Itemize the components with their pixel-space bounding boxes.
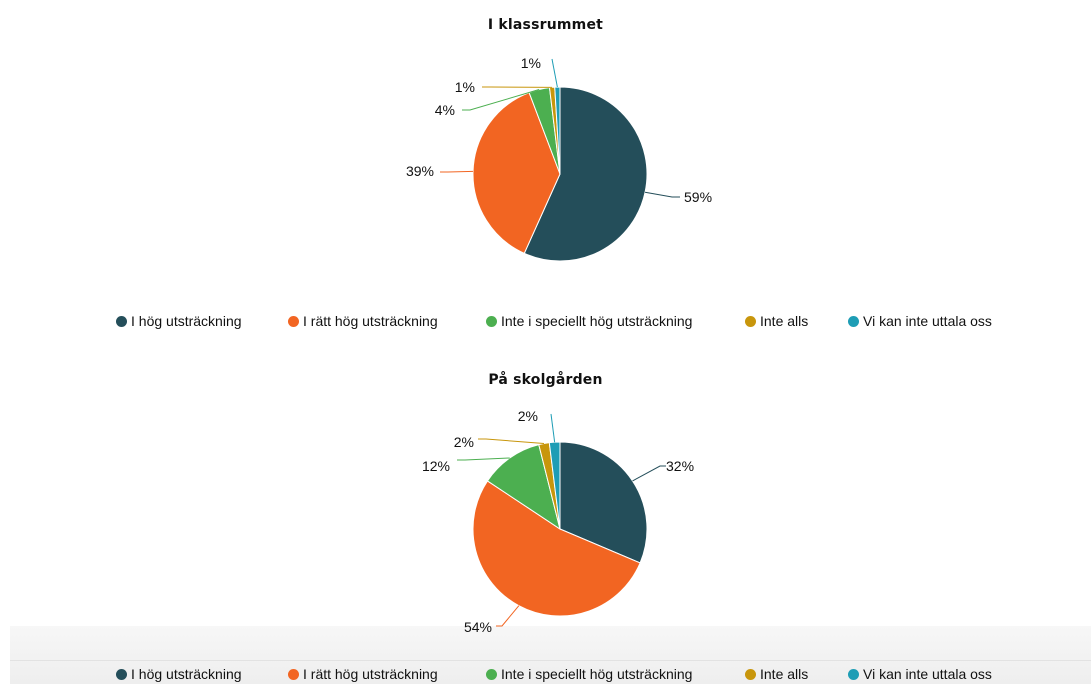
data-label: 4%	[435, 102, 455, 118]
data-label: 1%	[455, 79, 475, 95]
legend: I hög utsträckning I rätt hög utsträcknin…	[0, 666, 1091, 690]
leader-line	[551, 414, 555, 442]
chart-skolgarden: På skolgården 32%54%12%2%2% I hög utsträ…	[0, 355, 1091, 684]
legend-label: I hög utsträckning	[131, 666, 242, 682]
data-label: 1%	[521, 55, 541, 71]
legend-item[interactable]: I rätt hög utsträckning	[288, 666, 438, 682]
legend-label: Inte alls	[760, 666, 808, 682]
leader-line	[552, 59, 557, 87]
legend-marker	[116, 316, 127, 327]
leader-line	[496, 606, 519, 626]
data-label: 32%	[666, 458, 694, 474]
legend-item[interactable]: I hög utsträckning	[116, 666, 242, 682]
legend-marker	[486, 316, 497, 327]
legend-item[interactable]: Inte i speciellt hög utsträckning	[486, 313, 692, 329]
legend-label: Inte i speciellt hög utsträckning	[501, 313, 692, 329]
legend-label: Inte i speciellt hög utsträckning	[501, 666, 692, 682]
chart-klassrummet: I klassrummet 59%39%4%1%1% I hög utsträc…	[0, 0, 1091, 345]
leader-line	[440, 171, 473, 172]
legend-label: I rätt hög utsträckning	[303, 313, 438, 329]
legend-label: I hög utsträckning	[131, 313, 242, 329]
legend-marker	[486, 669, 497, 680]
legend-label: I rätt hög utsträckning	[303, 666, 438, 682]
legend-marker	[288, 316, 299, 327]
data-label: 54%	[464, 619, 492, 635]
legend-marker	[745, 669, 756, 680]
legend-item[interactable]: I rätt hög utsträckning	[288, 313, 438, 329]
legend-label: Vi kan inte uttala oss	[863, 666, 992, 682]
legend-marker	[848, 316, 859, 327]
legend-marker	[848, 669, 859, 680]
legend-item[interactable]: Inte i speciellt hög utsträckning	[486, 666, 692, 682]
leader-line	[478, 439, 544, 443]
leader-line	[645, 192, 680, 197]
legend-marker	[745, 316, 756, 327]
data-label: 12%	[422, 458, 450, 474]
legend-item[interactable]: Vi kan inte uttala oss	[848, 666, 992, 682]
leader-line	[633, 466, 666, 481]
legend-item[interactable]: Inte alls	[745, 313, 808, 329]
legend-item[interactable]: I hög utsträckning	[116, 313, 242, 329]
legend: I hög utsträckning I rätt hög utsträcknin…	[0, 313, 1091, 337]
data-label: 2%	[454, 434, 474, 450]
data-label: 39%	[406, 163, 434, 179]
leader-line	[457, 458, 510, 460]
legend-marker	[288, 669, 299, 680]
pie-chart: 59%39%4%1%1%	[0, 0, 1091, 300]
data-label: 59%	[684, 189, 712, 205]
data-label: 2%	[518, 408, 538, 424]
pie-chart: 32%54%12%2%2%	[0, 355, 1091, 655]
legend-label: Vi kan inte uttala oss	[863, 313, 992, 329]
legend-label: Inte alls	[760, 313, 808, 329]
legend-marker	[116, 669, 127, 680]
legend-item[interactable]: Vi kan inte uttala oss	[848, 313, 992, 329]
legend-item[interactable]: Inte alls	[745, 666, 808, 682]
